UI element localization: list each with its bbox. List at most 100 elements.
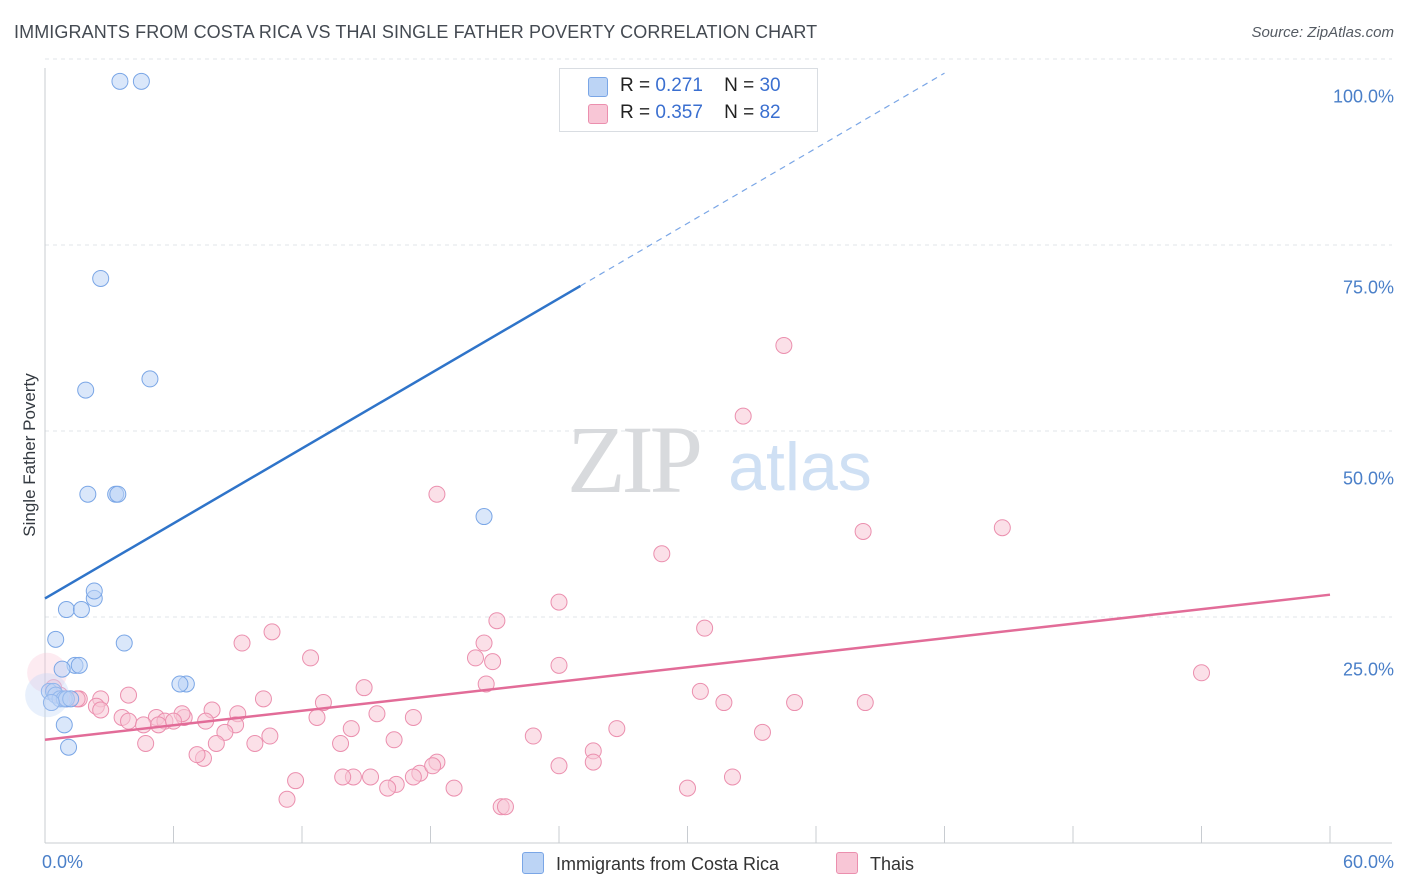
watermark: ZIP atlas <box>567 406 872 513</box>
data-point <box>47 630 65 648</box>
data-point <box>53 660 71 678</box>
data-point <box>723 768 741 786</box>
watermark-zip: ZIP <box>567 406 700 513</box>
data-point <box>428 485 446 503</box>
bottom-legend-swatch-blue <box>522 852 544 874</box>
data-point <box>332 734 350 752</box>
data-point <box>287 772 305 790</box>
x-tick-label-max: 60.0% <box>1342 852 1394 872</box>
legend-n-label: N = <box>724 75 755 96</box>
trend-line-costa-rica-extension <box>580 72 945 287</box>
data-point <box>475 508 493 526</box>
data-point <box>484 653 502 671</box>
data-point <box>786 694 804 712</box>
data-point <box>753 723 771 741</box>
data-point <box>57 601 75 619</box>
data-point <box>715 694 733 712</box>
data-point <box>368 705 386 723</box>
data-point <box>141 370 159 388</box>
data-point <box>362 768 380 786</box>
data-point <box>308 708 326 726</box>
data-point <box>60 738 78 756</box>
data-point <box>334 768 352 786</box>
bottom-legend-label: Immigrants from Costa Rica <box>556 854 780 874</box>
data-point <box>111 72 129 90</box>
trend-line-costa-rica <box>44 284 582 600</box>
series-costa-rica <box>25 72 493 756</box>
bottom-legend-pink: Thais <box>836 852 914 875</box>
bottom-legend-blue: Immigrants from Costa Rica <box>522 852 779 875</box>
data-point <box>379 779 397 797</box>
data-point <box>92 701 110 719</box>
data-point <box>424 757 442 775</box>
data-point <box>404 768 422 786</box>
watermark-atlas: atlas <box>728 429 872 505</box>
data-point <box>691 682 709 700</box>
data-point <box>404 708 422 726</box>
y-tick-label: 50.0% <box>1342 468 1394 489</box>
legend-swatch-pink <box>588 104 608 124</box>
cluster-point <box>25 673 70 718</box>
data-point <box>355 679 373 697</box>
data-point <box>653 545 671 563</box>
data-point <box>385 731 403 749</box>
data-point <box>278 790 296 808</box>
data-point <box>1193 664 1210 682</box>
legend-r-label: R = <box>620 102 651 123</box>
data-point <box>137 734 155 752</box>
data-point <box>188 746 206 764</box>
axes <box>44 68 1392 844</box>
data-point <box>854 522 872 540</box>
series-thais <box>27 336 1210 816</box>
data-point <box>246 734 264 752</box>
data-point <box>120 686 138 704</box>
trend-lines <box>44 72 1331 742</box>
data-point <box>445 779 463 797</box>
data-point <box>70 656 88 674</box>
data-point <box>524 727 542 745</box>
data-point <box>550 593 568 611</box>
trend-line-thais <box>44 593 1331 742</box>
data-point <box>77 381 95 399</box>
data-point <box>488 612 506 630</box>
data-point <box>584 753 602 771</box>
data-point <box>550 656 568 674</box>
legend-r-value: 0.271 <box>655 75 703 96</box>
gridlines <box>45 58 1392 618</box>
data-point <box>261 727 279 745</box>
bottom-legend-label: Thais <box>870 854 915 874</box>
data-point <box>775 336 793 354</box>
y-tick-label: 100.0% <box>1332 86 1394 107</box>
data-point <box>55 716 73 734</box>
legend-n-label: N = <box>724 102 755 123</box>
data-point <box>72 601 90 619</box>
legend-r-label: R = <box>620 75 651 96</box>
data-point <box>550 757 568 775</box>
data-point <box>679 779 696 797</box>
data-point <box>207 734 225 752</box>
data-point <box>92 269 110 287</box>
x-tick-label-min: 0.0% <box>42 852 84 872</box>
data-point <box>734 407 752 425</box>
data-point <box>993 519 1011 537</box>
data-point <box>115 634 133 652</box>
data-point <box>302 649 320 667</box>
data-point <box>254 690 272 708</box>
data-point <box>120 712 138 730</box>
data-point <box>42 694 60 712</box>
y-tick-label: 75.0% <box>1342 277 1394 298</box>
legend-n-value: 30 <box>759 75 781 96</box>
data-point <box>696 619 714 637</box>
correlation-legend: R = 0.271 N = 30 R = 0.357 N = 82 <box>559 68 818 132</box>
data-point <box>856 694 874 712</box>
legend-r-value: 0.357 <box>655 102 703 123</box>
data-point <box>477 675 495 693</box>
data-point <box>608 720 626 738</box>
data-point <box>132 72 150 90</box>
data-point <box>475 634 493 652</box>
source-label: Source: ZipAtlas.com <box>1251 24 1394 41</box>
data-point <box>79 485 97 503</box>
bottom-legend-swatch-pink <box>836 852 858 874</box>
data-point <box>314 694 332 712</box>
